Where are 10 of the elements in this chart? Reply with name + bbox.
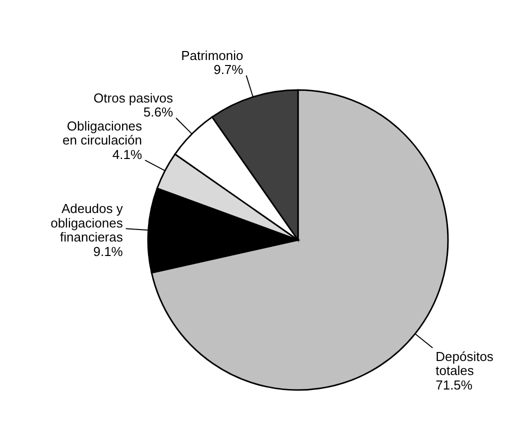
slice-label: Depósitos totales: [436, 348, 494, 378]
slice-label: Adeudos y obligaciones financieras: [50, 201, 124, 245]
data-label: 5.6%: [143, 104, 174, 120]
slice-label: Obligaciones en circulación: [62, 118, 143, 148]
data-label: 71.5%: [436, 377, 473, 392]
data-label: 9.7%: [214, 62, 244, 78]
data-label: 4.1%: [112, 146, 142, 162]
slice-label: Otros pasivos: [94, 90, 174, 106]
slice-label: Patrimonio: [181, 48, 244, 63]
data-label: 9.1%: [93, 244, 124, 259]
